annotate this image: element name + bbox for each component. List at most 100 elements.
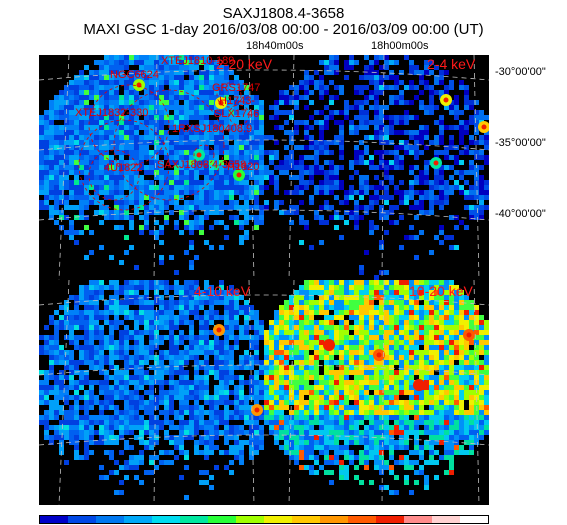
source-label: SLX1746 bbox=[214, 108, 260, 120]
map-pixel bbox=[439, 295, 444, 300]
map-pixel bbox=[439, 370, 444, 375]
map-pixel bbox=[169, 440, 174, 445]
map-pixel bbox=[469, 215, 474, 220]
map-pixel bbox=[209, 320, 214, 325]
map-pixel bbox=[249, 420, 254, 425]
map-pixel bbox=[384, 425, 389, 430]
map-pixel bbox=[54, 415, 59, 420]
map-pixel bbox=[64, 195, 69, 200]
map-pixel bbox=[54, 150, 59, 155]
map-pixel bbox=[324, 190, 329, 195]
map-pixel bbox=[389, 400, 394, 405]
map-pixel bbox=[209, 300, 214, 305]
map-pixel bbox=[54, 220, 59, 225]
map-pixel bbox=[259, 320, 264, 325]
map-pixel bbox=[469, 415, 474, 420]
map-pixel bbox=[99, 200, 104, 205]
map-pixel bbox=[264, 335, 269, 340]
map-pixel bbox=[94, 295, 99, 300]
map-pixel bbox=[209, 285, 214, 290]
map-pixel bbox=[259, 165, 264, 170]
map-pixel bbox=[119, 75, 124, 80]
map-pixel bbox=[189, 380, 194, 385]
map-pixel bbox=[104, 210, 109, 215]
map-pixel bbox=[274, 200, 279, 205]
map-pixel bbox=[219, 370, 224, 375]
map-pixel bbox=[349, 405, 354, 410]
map-pixel bbox=[54, 410, 59, 415]
map-pixel bbox=[394, 420, 399, 425]
map-pixel bbox=[149, 190, 154, 195]
map-pixel bbox=[464, 295, 469, 300]
map-pixel bbox=[154, 220, 159, 225]
map-pixel bbox=[389, 285, 394, 290]
map-pixel bbox=[139, 480, 144, 485]
map-pixel bbox=[449, 390, 454, 395]
map-pixel bbox=[324, 180, 329, 185]
map-pixel bbox=[124, 210, 129, 215]
map-pixel bbox=[74, 140, 79, 145]
map-pixel bbox=[379, 390, 384, 395]
map-pixel bbox=[369, 155, 374, 160]
map-pixel bbox=[79, 325, 84, 330]
map-pixel bbox=[69, 350, 74, 355]
map-pixel bbox=[404, 110, 409, 115]
map-pixel bbox=[379, 465, 384, 470]
map-pixel bbox=[429, 395, 434, 400]
map-pixel bbox=[164, 410, 169, 415]
map-pixel bbox=[114, 345, 119, 350]
map-pixel bbox=[469, 355, 474, 360]
map-pixel bbox=[164, 450, 169, 455]
map-pixel bbox=[209, 155, 214, 160]
map-pixel bbox=[354, 145, 359, 150]
map-pixel bbox=[69, 135, 74, 140]
map-pixel bbox=[134, 110, 139, 115]
map-pixel bbox=[174, 315, 179, 320]
map-pixel bbox=[314, 140, 319, 145]
map-pixel bbox=[374, 455, 379, 460]
map-pixel bbox=[184, 395, 189, 400]
map-pixel bbox=[99, 405, 104, 410]
map-pixel bbox=[234, 385, 239, 390]
source-label: GRS1747 bbox=[212, 82, 261, 94]
map-pixel bbox=[459, 435, 464, 440]
map-pixel bbox=[59, 360, 64, 365]
map-pixel bbox=[169, 85, 174, 90]
map-pixel bbox=[209, 110, 214, 115]
map-pixel bbox=[169, 100, 174, 105]
map-pixel bbox=[404, 55, 409, 60]
map-pixel bbox=[129, 110, 134, 115]
map-pixel bbox=[329, 470, 334, 475]
map-pixel bbox=[119, 395, 124, 400]
map-pixel bbox=[314, 405, 319, 410]
map-pixel bbox=[209, 100, 214, 105]
map-pixel bbox=[454, 315, 459, 320]
map-pixel bbox=[159, 115, 164, 120]
map-pixel bbox=[99, 475, 104, 480]
map-pixel bbox=[89, 415, 94, 420]
map-pixel bbox=[189, 140, 194, 145]
map-pixel bbox=[44, 415, 49, 420]
map-pixel bbox=[459, 415, 464, 420]
dec-label-minus30: -30°00'00" bbox=[495, 66, 546, 78]
map-pixel bbox=[99, 310, 104, 315]
map-pixel bbox=[224, 390, 229, 395]
map-pixel bbox=[389, 75, 394, 80]
map-pixel bbox=[294, 355, 299, 360]
map-pixel bbox=[254, 400, 259, 405]
map-pixel bbox=[319, 215, 324, 220]
map-pixel bbox=[129, 100, 134, 105]
map-pixel bbox=[349, 345, 354, 350]
map-pixel bbox=[304, 220, 309, 225]
map-pixel bbox=[129, 315, 134, 320]
map-pixel bbox=[404, 430, 409, 435]
map-pixel bbox=[264, 330, 269, 335]
map-pixel bbox=[259, 130, 264, 135]
map-pixel bbox=[404, 150, 409, 155]
map-pixel bbox=[149, 60, 154, 65]
map-pixel bbox=[79, 145, 84, 150]
map-pixel bbox=[479, 410, 484, 415]
map-pixel bbox=[374, 130, 379, 135]
map-pixel bbox=[294, 105, 299, 110]
map-pixel bbox=[474, 120, 479, 125]
